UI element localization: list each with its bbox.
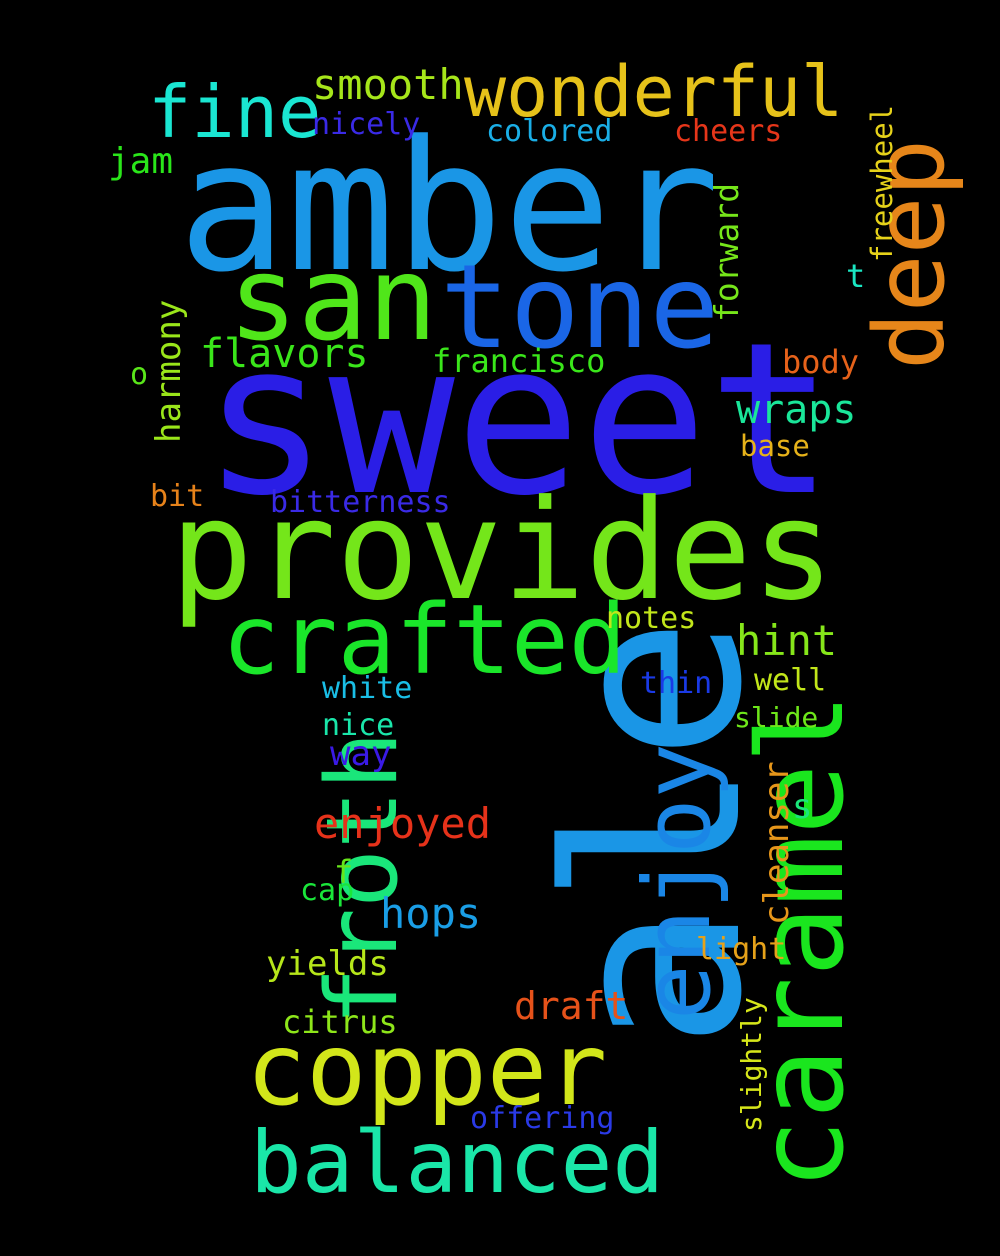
word-enjoyed: enjoyed <box>314 799 492 848</box>
word-slide: slide <box>734 701 819 734</box>
word-cap: cap <box>300 873 355 908</box>
word-draft: draft <box>514 984 629 1028</box>
word-colored: colored <box>486 114 613 149</box>
word-cleanser: cleanser <box>757 761 797 925</box>
word-yields: yields <box>266 944 389 984</box>
word-f: f <box>334 853 354 891</box>
word-provides: provides <box>170 470 835 631</box>
word-citrus: citrus <box>282 1003 398 1041</box>
word-bit: bit <box>150 479 205 514</box>
word-copper: copper <box>246 1011 608 1128</box>
word-slightly: slightly <box>735 997 768 1132</box>
word-thin: thin <box>640 666 713 701</box>
word-forward: forward <box>707 182 746 322</box>
word-light: light <box>696 932 787 967</box>
word-tone: tone <box>440 240 720 375</box>
word-smooth: smooth <box>312 60 464 109</box>
word-amber: amber <box>178 103 720 312</box>
word-well: well <box>754 663 827 698</box>
word-nicely: nicely <box>312 107 421 142</box>
word-hint: hint <box>736 616 838 665</box>
word-cheers: cheers <box>674 114 783 149</box>
word-francisco: francisco <box>432 342 606 380</box>
word-wonderful: wonderful <box>464 51 844 133</box>
word-s: s <box>792 787 813 827</box>
word-fine: fine <box>148 70 322 154</box>
word-enjoy: enjoy <box>624 743 731 1020</box>
word-notes: notes <box>606 601 697 636</box>
word-jam: jam <box>108 141 174 182</box>
word-body: body <box>782 343 860 381</box>
word-flavors: flavors <box>200 331 369 377</box>
word-wraps: wraps <box>736 387 857 433</box>
word-base: base <box>740 429 810 463</box>
word-white: white <box>322 671 413 706</box>
word-crafted: crafted <box>222 584 627 696</box>
word-bitterness: bitterness <box>270 485 451 520</box>
word-sweet: sweet <box>202 297 835 542</box>
word-t: t <box>846 257 866 295</box>
word-harmony: harmony <box>149 299 189 443</box>
word-hops: hops <box>380 889 482 938</box>
word-offering: offering <box>470 1101 615 1136</box>
word-balanced: balanced <box>250 1113 665 1213</box>
word-nice: nice <box>322 708 395 743</box>
word-san: san <box>228 232 438 367</box>
word-way: way <box>330 734 392 774</box>
word-freewheel: freewheel <box>865 104 899 262</box>
word-o: o <box>130 357 149 392</box>
